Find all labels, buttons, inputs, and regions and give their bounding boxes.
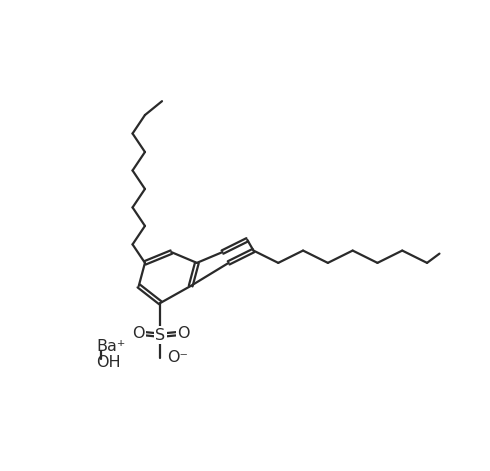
Text: O⁻: O⁻	[167, 350, 188, 365]
Text: O: O	[133, 325, 145, 341]
Text: O: O	[177, 325, 190, 341]
Text: S: S	[155, 328, 166, 343]
Text: Ba⁺: Ba⁺	[96, 339, 125, 354]
Text: OH: OH	[96, 356, 121, 371]
